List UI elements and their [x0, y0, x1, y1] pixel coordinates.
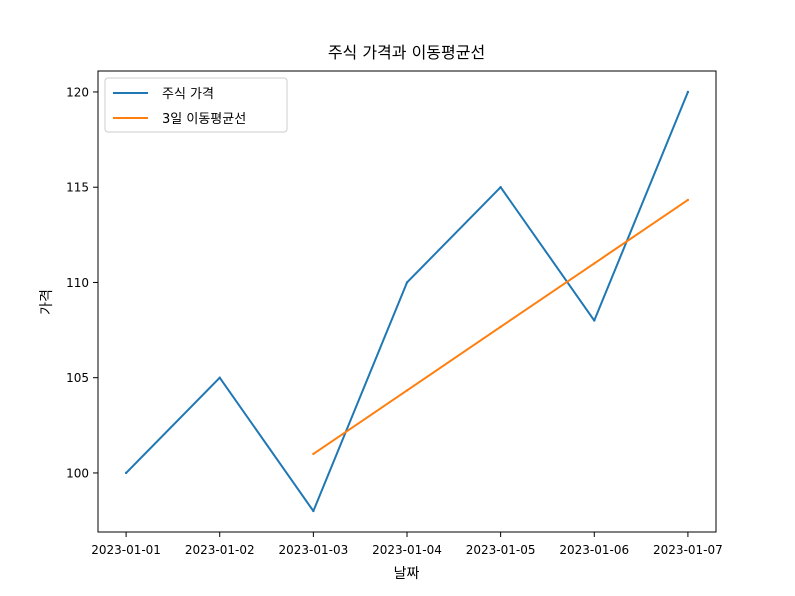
data-point-0-0 — [124, 471, 128, 475]
data-point-0-5 — [593, 319, 596, 322]
legend: 주식 가격 3일 이동평균선 — [104, 77, 288, 133]
x-tick-label: 2023-01-05 — [466, 543, 536, 557]
y-axis: 100 105 110 115 120 — [66, 85, 98, 480]
data-point-0-2 — [312, 509, 315, 513]
x-tick-label: 2023-01-01 — [91, 543, 161, 557]
data-point-0-4 — [499, 186, 502, 189]
data-point-0-3 — [405, 281, 409, 284]
data-point-1-5 — [593, 262, 596, 265]
x-tick-label: 2023-01-06 — [559, 543, 629, 557]
y-tick-label: 110 — [66, 276, 89, 290]
data-point-1-6 — [686, 198, 690, 202]
legend-label-price: 주식 가격 — [162, 87, 214, 102]
y-axis-label: 가격 — [39, 289, 55, 315]
x-tick-label: 2023-01-03 — [278, 543, 348, 557]
x-tick-label: 2023-01-04 — [372, 543, 442, 557]
data-point-1-4 — [499, 325, 502, 329]
y-tick-label: 105 — [66, 371, 89, 385]
x-tick-label: 2023-01-07 — [653, 543, 723, 557]
x-tick-label: 2023-01-02 — [185, 543, 255, 557]
data-point-0-1 — [218, 376, 221, 379]
y-tick-label: 115 — [66, 181, 89, 195]
x-axis-label: 날짜 — [394, 566, 420, 582]
chart-title: 주식 가격과 이동평균선 — [328, 43, 485, 62]
legend-label-ma: 3일 이동평균선 — [162, 112, 246, 127]
legend-box — [104, 77, 288, 133]
series-layer — [124, 90, 690, 513]
y-tick-label: 120 — [66, 85, 89, 99]
plot-area — [98, 71, 716, 532]
data-point-1-2 — [312, 452, 315, 456]
data-point-0-6 — [686, 90, 690, 94]
y-tick-label: 100 — [66, 466, 89, 480]
data-point-1-3 — [405, 389, 409, 392]
x-axis: 2023-01-01 2023-01-02 2023-01-03 2023-01-04… — [91, 532, 723, 557]
